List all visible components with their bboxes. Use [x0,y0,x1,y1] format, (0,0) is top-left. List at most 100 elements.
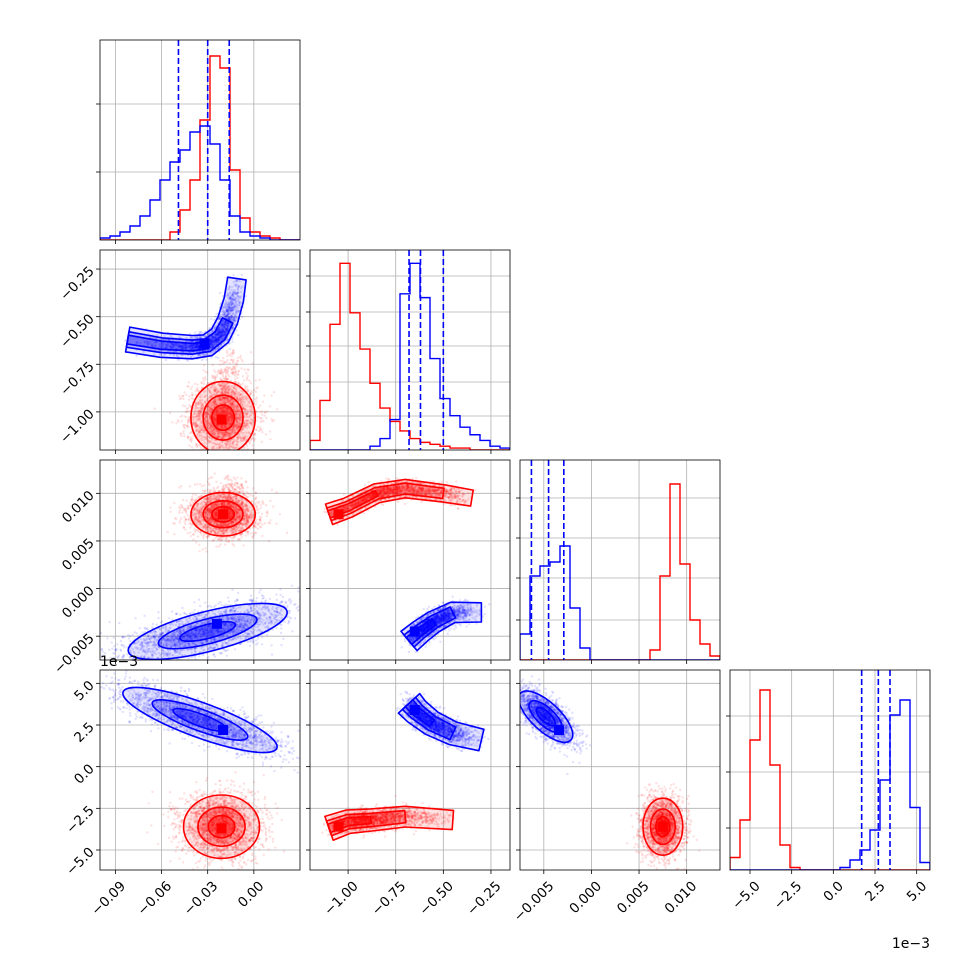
sample-point [212,430,215,434]
sample-point [230,428,234,431]
sample-point [209,401,212,405]
sample-point [240,453,242,455]
sample-point [239,392,243,396]
sample-point [197,435,201,438]
sample-point [212,429,215,432]
sample-point [185,407,189,410]
sample-point [213,438,216,442]
sample-point [240,358,243,361]
sample-point [212,417,216,420]
sample-point [241,431,244,435]
sample-point [232,365,235,369]
sample-point [217,431,220,434]
sample-point [221,381,224,385]
sample-point [245,422,248,426]
sample-point [200,434,204,437]
sample-point [204,412,208,415]
sample-point [219,406,222,409]
density-peak [216,414,227,425]
sample-point [223,369,227,373]
sample-point [248,422,252,425]
sample-point [219,398,223,401]
sample-point [209,408,213,411]
sample-point [250,412,253,415]
sample-point [208,390,211,394]
sample-point [208,405,211,409]
sample-point [208,440,211,443]
sample-point [232,391,235,394]
sample-point [210,463,212,465]
sample-point [241,391,245,394]
histogram-blue-0 [100,125,300,240]
sample-point [198,444,201,447]
sample-point [231,401,234,405]
sample-point [222,400,226,403]
sample-point [205,426,209,429]
sample-point [224,433,227,436]
sample-point [246,452,248,454]
sample-point [196,389,200,392]
sample-point [202,439,206,442]
histogram-red-3 [730,689,930,870]
sample-point [252,388,256,392]
sample-point [224,425,227,428]
sample-point [192,415,195,418]
sample-point [194,390,197,393]
sample-point [191,415,195,418]
sample-point [235,438,239,442]
sample-point [243,423,247,427]
sample-point [194,430,198,433]
sample-point [203,441,207,444]
sample-point [241,439,245,442]
sample-point [220,397,224,401]
sample-point [204,411,208,415]
sample-point [183,434,186,438]
sample-point [240,273,244,276]
sample-point [220,441,224,444]
sample-point [244,455,246,457]
sample-point [227,412,231,416]
sample-point [249,420,252,424]
sample-point [238,414,241,417]
sample-point [237,391,240,394]
sample-point [212,442,215,445]
sample-point [237,410,240,413]
sample-point [230,405,233,408]
sample-point [225,370,229,373]
sample-point [244,439,247,442]
sample-point [236,397,239,400]
sample-point [255,400,258,403]
sample-point [215,387,218,391]
sample-point [221,435,225,438]
sample-point [183,391,186,394]
sample-point [248,408,252,412]
sample-point [266,410,269,413]
sample-point [250,422,253,425]
sample-point [220,426,223,430]
sample-point [218,291,222,295]
sample-point [217,430,220,433]
sample-point [230,417,234,421]
sample-point [196,535,200,538]
sample-point [200,438,204,442]
sample-point [246,385,249,388]
sample-point [205,415,208,418]
sample-point [219,384,223,388]
sample-point [217,431,220,434]
sample-point [245,397,248,400]
sample-point [228,403,232,406]
sample-point [187,418,190,421]
sample-point [221,455,223,457]
sample-point [259,428,262,431]
sample-point [245,412,249,416]
sample-point [224,405,227,409]
sample-point [202,395,205,399]
sample-point [241,395,244,399]
sample-point [226,370,230,373]
sample-point [257,406,260,409]
sample-point [239,383,242,387]
sample-point [199,423,202,426]
sample-point [189,436,192,439]
sample-point [194,423,197,426]
sample-point [213,431,216,434]
